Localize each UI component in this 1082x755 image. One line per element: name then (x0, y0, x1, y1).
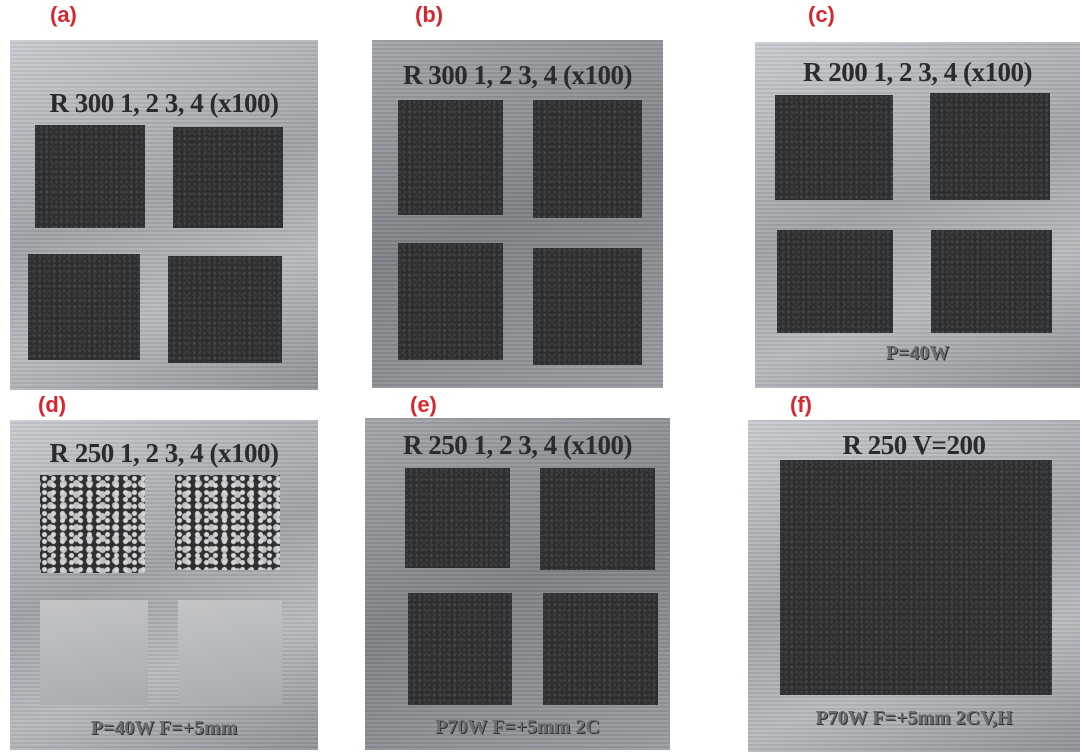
engraved-square (405, 468, 510, 568)
engraved-square (398, 100, 503, 215)
engraved-square (28, 254, 140, 360)
engraved-heading: R 250 1, 2 3, 4 (x100) (10, 438, 318, 469)
panel-label: (a) (50, 2, 77, 28)
plate-photo: R 300 1, 2 3, 4 (x100) (372, 40, 663, 388)
engraved-square (930, 93, 1050, 200)
engraved-square (543, 593, 658, 705)
engraved-square (40, 475, 145, 573)
panel-label: (d) (38, 392, 66, 418)
figure: (() => { const data = JSON.parse(documen… (0, 0, 1082, 755)
panel-label: (c) (808, 2, 835, 28)
engraved-square (408, 593, 512, 705)
plate-photo: R 250 V=200 P70W F=+5mm 2CV,H (748, 420, 1080, 752)
plate-photo: R 250 1, 2 3, 4 (x100) P=40W F=+5mm (10, 420, 318, 750)
panel-label: (e) (410, 392, 437, 418)
plate-photo: R 300 1, 2 3, 4 (x100) (10, 40, 318, 390)
engraved-footer: P=40W (755, 342, 1080, 365)
engraved-heading: R 300 1, 2 3, 4 (x100) (10, 88, 318, 119)
engraved-square (533, 248, 642, 365)
engraved-square (168, 256, 282, 363)
panel-label: (f) (790, 392, 812, 418)
engraved-square (175, 475, 280, 570)
engraved-heading: R 250 V=200 (748, 430, 1080, 461)
engraved-square (775, 95, 893, 200)
engraved-footer: P70W F=+5mm 2CV,H (748, 707, 1080, 730)
engraved-square (533, 100, 642, 218)
engraved-square (398, 243, 503, 360)
plate-photo: R 250 1, 2 3, 4 (x100) P70W F=+5mm 2C (365, 418, 670, 750)
engraved-square (35, 125, 145, 228)
engraved-square (173, 127, 283, 228)
engraved-square (40, 600, 148, 705)
panel-label: (b) (415, 2, 443, 28)
engraved-square (931, 230, 1052, 333)
plate-photo: R 200 1, 2 3, 4 (x100) P=40W (755, 42, 1080, 388)
engraved-heading: R 250 1, 2 3, 4 (x100) (365, 430, 670, 461)
engraved-footer: P=40W F=+5mm (10, 717, 318, 740)
engraved-square (178, 600, 282, 705)
engraved-square (777, 230, 893, 333)
engraved-square (540, 468, 655, 570)
engraved-footer: P70W F=+5mm 2C (365, 716, 670, 739)
engraved-heading: R 200 1, 2 3, 4 (x100) (755, 57, 1080, 88)
engraved-square (780, 460, 1052, 695)
engraved-heading: R 300 1, 2 3, 4 (x100) (372, 60, 663, 91)
